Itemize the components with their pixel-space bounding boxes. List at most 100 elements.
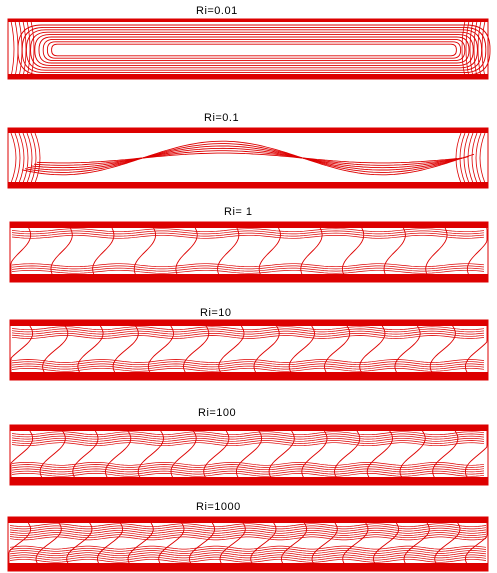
contour-line [463,132,470,184]
contour-line [11,365,485,370]
contour-line [324,325,351,375]
contour-line [11,472,485,477]
contour-line [465,20,470,78]
contour-line [66,522,93,566]
contour-line [11,433,485,438]
panel-title: Ri=10 [200,307,232,319]
contour-line [11,361,485,366]
contour-line [11,435,485,440]
contour-line [11,468,485,473]
panel-title: Ri=0.1 [204,112,239,124]
contour-line [11,328,485,333]
bottom-thermal-layer [10,274,488,282]
panel-title: Ri=0.01 [196,5,238,17]
contour-line [250,522,277,566]
contour-line [10,325,34,374]
contour-line [34,34,474,66]
contour-line [9,536,487,541]
contour-line [218,325,245,375]
contour-line [394,325,421,375]
panel-frame [7,516,489,572]
contour-line [24,143,470,173]
contour-line [359,325,386,375]
bottom-thermal-layer [8,74,488,79]
contour-line [473,20,478,78]
contour-line [21,140,475,176]
contour-line [11,440,485,444]
contour-line [383,227,406,277]
top-thermal-layer [8,19,488,22]
contour-line [30,147,464,169]
contour-line [9,529,487,534]
contour-line [30,20,35,78]
contour-line [8,522,32,565]
contour-line [92,227,115,277]
contour-line [9,558,487,563]
top-thermal-layer [10,222,488,228]
contour-plot [7,18,491,80]
contour-line [9,547,487,552]
contour-line [50,227,73,277]
panel-ri-100: Ri=100 [9,407,489,486]
contour-line [11,332,485,337]
contour-line [372,522,400,566]
contour-line [9,554,487,559]
contour-line [11,461,485,466]
contour-line [429,325,456,375]
contour-line [96,522,124,566]
contour-line [253,325,280,375]
contour-line [36,152,458,164]
contour-line [10,132,17,184]
contour-line [469,20,474,78]
contour-plot [7,127,489,189]
panel-ri-1: Ri= 1 [9,206,489,283]
contour-line [11,442,485,447]
contour-line [17,24,491,76]
contour-line [471,132,478,184]
bottom-thermal-layer [10,372,488,380]
contour-line [105,430,132,480]
bottom-thermal-layer [8,563,488,571]
contour-line [127,522,154,566]
contour-line [464,326,488,375]
top-thermal-layer [8,128,488,133]
contour-plot [9,424,489,486]
contour-line [10,430,34,479]
contour-line [38,36,470,64]
panel-ri-0-1: Ri=0.1 [7,112,489,189]
contour-line [77,325,104,375]
contour-line [39,430,66,480]
contour-line [425,227,448,277]
panel-frame [9,319,489,381]
contour-line [26,132,33,184]
contour-line [9,550,487,554]
bottom-thermal-layer [10,477,488,485]
contour-line [342,522,369,566]
contour-line [34,132,41,184]
bottom-thermal-layer [8,182,488,188]
contour-line [11,326,485,331]
contour-line [175,227,198,277]
contour-line [22,20,27,78]
contour-line [11,269,485,274]
panel-title: Ri= 1 [224,206,253,218]
contour-line [477,20,482,78]
contour-line [11,263,485,268]
contour-line [219,522,246,566]
top-thermal-layer [8,517,488,523]
contour-line [9,527,487,532]
contour-line [11,359,485,363]
contour-line [188,522,216,566]
contour-line [22,132,29,184]
panel-ri-10: Ri=10 [9,307,489,381]
contour-line [366,430,393,480]
contour-line [9,525,487,530]
contour-line [235,430,263,480]
contour-line [334,430,361,480]
contour-line [25,29,483,71]
contour-line [18,20,23,78]
contour-line [26,20,31,78]
contour-line [11,431,485,436]
panel-frame [9,424,489,486]
panel-frame [7,18,489,80]
